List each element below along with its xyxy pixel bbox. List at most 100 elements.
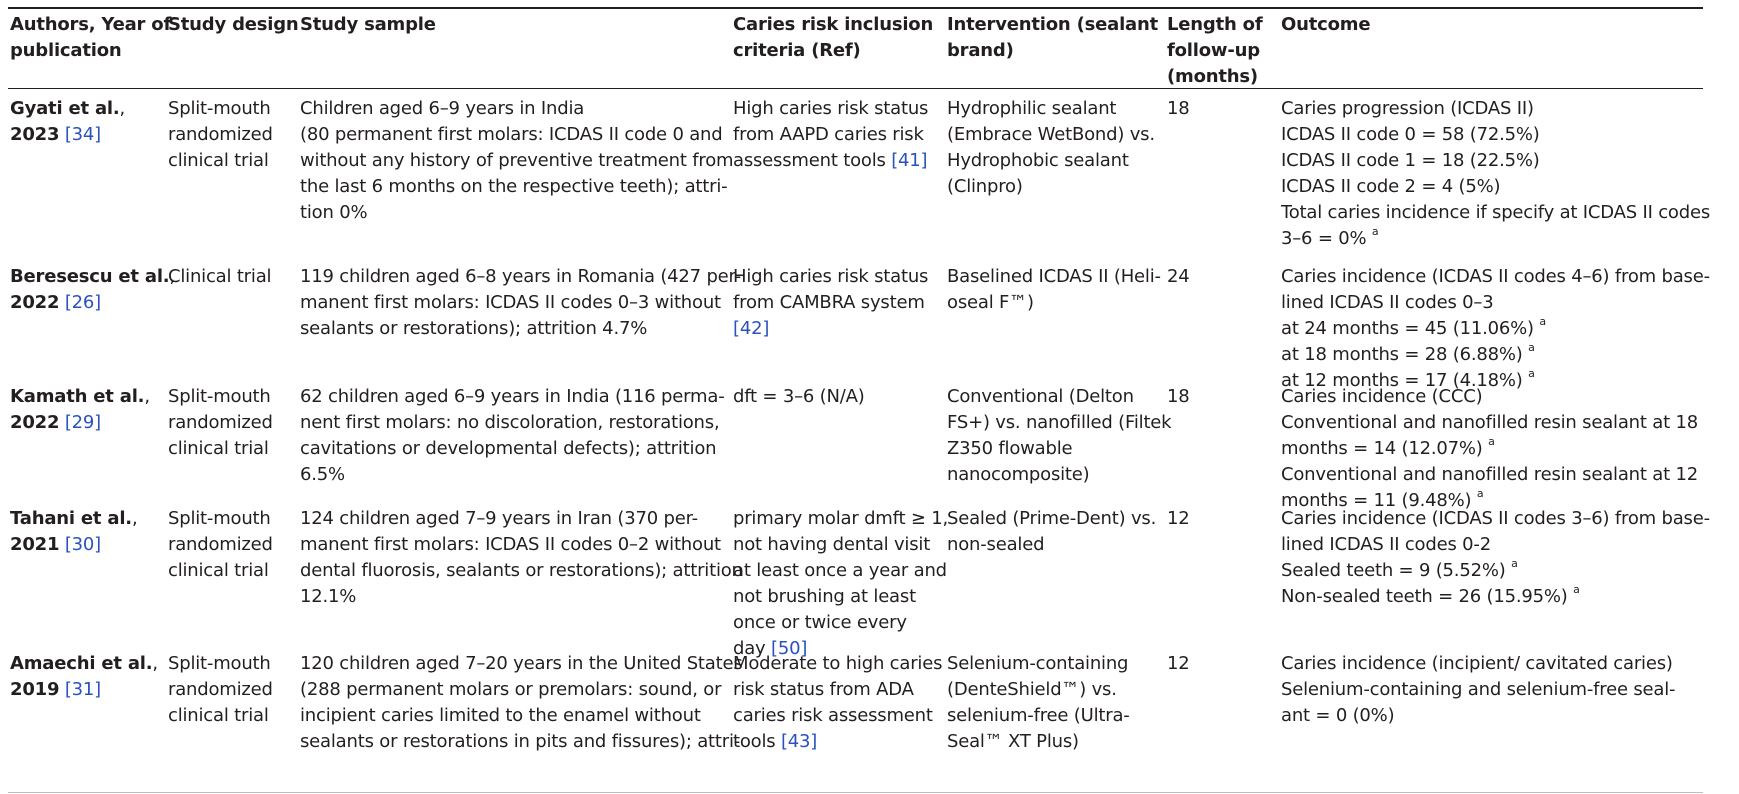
study-design-line: randomized <box>168 679 273 700</box>
criteria-line: not having dental visit <box>733 534 931 555</box>
outcome-text: at 12 months = 17 (4.18%) <box>1281 370 1529 391</box>
reference-link[interactable]: [42] <box>733 318 770 339</box>
reference-link[interactable]: [31] <box>64 679 101 700</box>
follow-up-value: 18 <box>1167 98 1190 119</box>
study-sample-line: dental fluorosis, sealants or restoratio… <box>300 560 743 581</box>
criteria-text: day <box>733 638 772 659</box>
outcome-line: lined ICDAS II codes 0-2 <box>1281 534 1491 555</box>
footnote-marker: a <box>1371 225 1379 238</box>
intervention-cell: Hydrophilic sealant (Embrace WetBond) vs.… <box>947 96 1162 200</box>
footnote-marker: a <box>1488 435 1495 448</box>
reference-link[interactable]: [26] <box>64 292 101 313</box>
reference-link[interactable]: [41] <box>891 150 928 171</box>
study-design-cell: Split-mouth randomized clinical trial <box>168 651 296 729</box>
outcome-line: ICDAS II code 0 = 58 (72.5%) <box>1281 124 1540 145</box>
author-cell: Beresescu et al., 2022 [26] <box>10 266 175 313</box>
outcome-line: ant = 0 (0%) <box>1281 705 1395 726</box>
author-name: Kamath et al. <box>10 386 145 407</box>
reference-link[interactable]: [43] <box>780 731 818 752</box>
outcome-line: Caries incidence (incipient/ cavitated c… <box>1281 653 1673 674</box>
outcome-text: 3–6 = 0% <box>1281 228 1372 249</box>
study-sample-cell: 124 children aged 7–9 years in Iran (370… <box>300 506 743 610</box>
intervention-cell: Sealed (Prime-Dent) vs. non-sealed <box>947 506 1162 558</box>
footnote-marker: a <box>1528 367 1535 380</box>
study-sample-line: incipient caries limited to the enamel w… <box>300 705 701 726</box>
criteria-line: from AAPD caries risk <box>733 124 924 145</box>
outcome-line: months = 14 (12.07%) a <box>1281 436 1701 462</box>
criteria-line: at least once a year and <box>733 560 947 581</box>
intervention-line: FS+) vs. nanofilled (Filtek <box>947 412 1172 433</box>
reference-link[interactable]: [30] <box>64 534 101 555</box>
reference-link[interactable]: [29] <box>64 412 101 433</box>
study-design-line: Split-mouth <box>168 98 271 119</box>
outcome-line: Caries incidence (ICDAS II codes 4–6) fr… <box>1281 266 1710 287</box>
study-design-cell: Split-mouth randomized clinical trial <box>168 384 296 462</box>
reference-link[interactable]: [50] <box>771 638 808 659</box>
intervention-line: selenium-free (Ultra- <box>947 705 1130 726</box>
outcome-line: months = 11 (9.48%) a <box>1281 488 1701 514</box>
intervention-line: Sealed (Prime-Dent) vs. <box>947 508 1157 529</box>
outcome-line: Total caries incidence if specify at ICD… <box>1281 202 1711 223</box>
outcome-line: ICDAS II code 2 = 4 (5%) <box>1281 176 1501 197</box>
author-cell: Tahani et al., 2021 [30] <box>10 508 138 555</box>
criteria-text: tools <box>733 731 781 752</box>
intervention-line: nanocomposite) <box>947 464 1090 485</box>
follow-up-cell: 18 <box>1167 96 1282 122</box>
intervention-cell: Conventional (Delton FS+) vs. nanofilled … <box>947 384 1172 488</box>
criteria-line: primary molar dmft ≥ 1, <box>733 508 949 529</box>
study-design-line: clinical trial <box>168 560 269 581</box>
author-name: Amaechi et al. <box>10 653 153 674</box>
study-sample-line: (80 permanent first molars: ICDAS II cod… <box>300 124 723 145</box>
study-design-cell: Clinical trial <box>168 264 296 290</box>
footnote-marker: a <box>1539 315 1546 328</box>
criteria-line: day [50] <box>733 636 938 662</box>
follow-up-cell: 18 <box>1167 384 1282 410</box>
cropped-caption-fragment <box>12 0 652 3</box>
header-caries-risk-criteria: Caries risk inclusion criteria (Ref) <box>733 14 934 61</box>
outcome-line: Sealed teeth = 9 (5.52%) a <box>1281 558 1701 584</box>
criteria-line: caries risk assessment <box>733 705 933 726</box>
criteria-line: risk status from ADA <box>733 679 914 700</box>
table-header-rule <box>8 88 1703 89</box>
author-name: Tahani et al. <box>10 508 132 529</box>
criteria-cell: dft = 3–6 (N/A) <box>733 384 938 410</box>
outcome-text: at 24 months = 45 (11.06%) <box>1281 318 1540 339</box>
intervention-cell: Baselined ICDAS II (Heli-oseal F™) <box>947 264 1162 316</box>
study-design-line: clinical trial <box>168 438 269 459</box>
criteria-cell: primary molar dmft ≥ 1, not having dental… <box>733 506 949 662</box>
outcome-text: Non-sealed teeth = 26 (15.95%) <box>1281 586 1574 607</box>
publication-year: 2022 <box>10 292 60 313</box>
follow-up-value: 18 <box>1167 386 1190 407</box>
outcome-line: Conventional and nanofilled resin sealan… <box>1281 412 1698 433</box>
study-sample-line: 120 children aged 7–20 years in the Unit… <box>300 653 743 674</box>
criteria-line: dft = 3–6 (N/A) <box>733 386 865 407</box>
intervention-line: oseal F™) <box>947 292 1034 313</box>
outcome-line: ICDAS II code 1 = 18 (22.5%) <box>1281 150 1540 171</box>
outcome-line: Caries incidence (ICDAS II codes 3–6) fr… <box>1281 508 1710 529</box>
study-sample-line: 119 children aged 6–8 years in Romania (… <box>300 266 741 287</box>
outcome-line: Conventional and nanofilled resin sealan… <box>1281 464 1698 485</box>
criteria-line: High caries risk status <box>733 266 929 287</box>
study-design-line: Split-mouth <box>168 508 271 529</box>
intervention-line: Hydrophilic sealant <box>947 98 1117 119</box>
reference-link[interactable]: [34] <box>64 124 101 145</box>
footnote-marker: a <box>1573 583 1580 596</box>
header-study-sample: Study sample <box>300 14 436 35</box>
study-design-line: randomized <box>168 124 273 145</box>
outcome-cell: Caries incidence (incipient/ cavitated c… <box>1281 651 1701 729</box>
outcome-line: at 24 months = 45 (11.06%) a <box>1281 316 1701 342</box>
follow-up-cell: 24 <box>1167 264 1282 290</box>
criteria-line: not brushing at least <box>733 586 916 607</box>
study-design-line: clinical trial <box>168 150 269 171</box>
criteria-ref-line: [42] <box>733 316 938 342</box>
outcome-line: Non-sealed teeth = 26 (15.95%) a <box>1281 584 1701 610</box>
study-sample-line: sealants or restorations in pits and fis… <box>300 731 741 752</box>
follow-up-value: 12 <box>1167 653 1190 674</box>
outcome-line: Caries progression (ICDAS II) <box>1281 98 1534 119</box>
outcome-text: Sealed teeth = 9 (5.52%) <box>1281 560 1512 581</box>
outcome-line: 3–6 = 0% a <box>1281 226 1701 252</box>
table-bottom-edge <box>8 792 1703 793</box>
table-top-rule <box>8 7 1703 9</box>
study-design-line: randomized <box>168 534 273 555</box>
study-sample-line: without any history of preventive treatm… <box>300 150 734 171</box>
